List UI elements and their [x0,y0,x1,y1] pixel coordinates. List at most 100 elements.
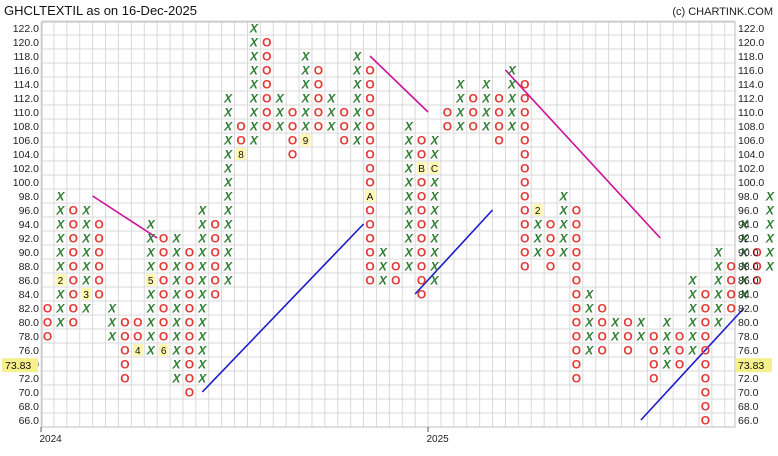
x-box: X [146,330,156,344]
y-tick-label: 82.0 [19,303,40,315]
x-box: X [55,316,65,330]
o-box: O [314,92,323,106]
x-box: X [404,190,414,204]
x-box: X [171,372,181,386]
o-box: O [417,218,426,232]
trendline [414,209,494,295]
o-box: O [623,344,632,358]
x-box: X [662,344,672,358]
y-tick-label: 114.0 [14,79,40,91]
y-tick-label: 100.0 [738,177,764,189]
x-box: X [636,330,646,344]
x-box: X [223,106,233,120]
x-box: X [558,190,568,204]
pnf-column: 4 OO [132,316,143,357]
y-tick-label: 72.0 [738,373,759,385]
o-box: O [94,274,103,288]
o-box: O [185,344,194,358]
o-box: O [365,78,374,92]
x-box: X [533,218,543,232]
o-box: O [365,120,374,134]
o-box: O [185,316,194,330]
o-box: O [649,372,658,386]
x-box: X [171,274,181,288]
y-tick-label: 116.0 [14,65,40,77]
x-box: X [584,288,594,302]
x-box: X [687,274,697,288]
x-box: X [81,232,91,246]
o-box: O [288,106,297,120]
x-box: X [481,120,491,134]
o-box: O [727,288,736,302]
o-box: O [520,162,529,176]
o-box: O [365,232,374,246]
x-box: X [300,64,310,78]
pnf-column: 8 OO [236,120,246,161]
y-tick-label: 68.0 [19,401,40,413]
o-box: O [417,134,426,148]
o-box: O [701,400,710,414]
o-box: O [520,78,529,92]
o-box: O [752,246,761,260]
x-box: X [249,106,259,120]
o-box: O [69,302,78,316]
o-box: O [469,106,478,120]
o-box: O [520,134,529,148]
o-box: O [469,92,478,106]
o-box: O [598,330,607,344]
x-box: X [223,162,233,176]
o-box: O [417,260,426,274]
y-tick-label: 104.0 [13,149,39,161]
x-box: X [404,148,414,162]
y-tick-label: 86.0 [19,275,40,287]
x-box: X [507,78,517,92]
x-box: X [197,344,207,358]
x-box: X [662,316,672,330]
x-box: X [197,260,207,274]
x-box: X [687,344,697,358]
x-box: X [55,260,65,274]
x-box: X [249,92,259,106]
month-marker: 9 [303,136,309,147]
pnf-column: OOO [675,330,684,372]
o-box: O [69,232,78,246]
o-box: O [649,344,658,358]
pnf-column: OOO [340,106,349,148]
y-tick-label: 92.0 [738,233,759,245]
x-box: X [146,302,156,316]
x-box: X [55,288,65,302]
o-box: O [727,302,736,316]
o-box: O [69,316,78,330]
o-box: O [417,148,426,162]
o-box: O [365,134,374,148]
x-box: X [481,78,491,92]
o-box: O [185,330,194,344]
x-tick-label: 2024 [40,434,63,445]
month-marker-bg [236,148,246,160]
o-box: O [494,92,503,106]
x-box: X [378,246,388,260]
x-box: X [300,120,310,134]
o-box: O [185,302,194,316]
chart-marks: OOOXXX2XXXXXXOOOOOOOOOX3XXXXXXOOOOOOXXXO… [43,22,775,428]
o-box: O [94,246,103,260]
x-box: X [223,204,233,218]
x-box: X [352,134,362,148]
y-tick-label: 78.0 [738,331,759,343]
x-box: X [171,344,181,358]
chart-grid [40,20,736,428]
pnf-column: XXX [378,246,388,288]
chart-title: GHCLTEXTIL as on 16-Dec-2025 [4,3,197,18]
x-box: X [326,120,336,134]
